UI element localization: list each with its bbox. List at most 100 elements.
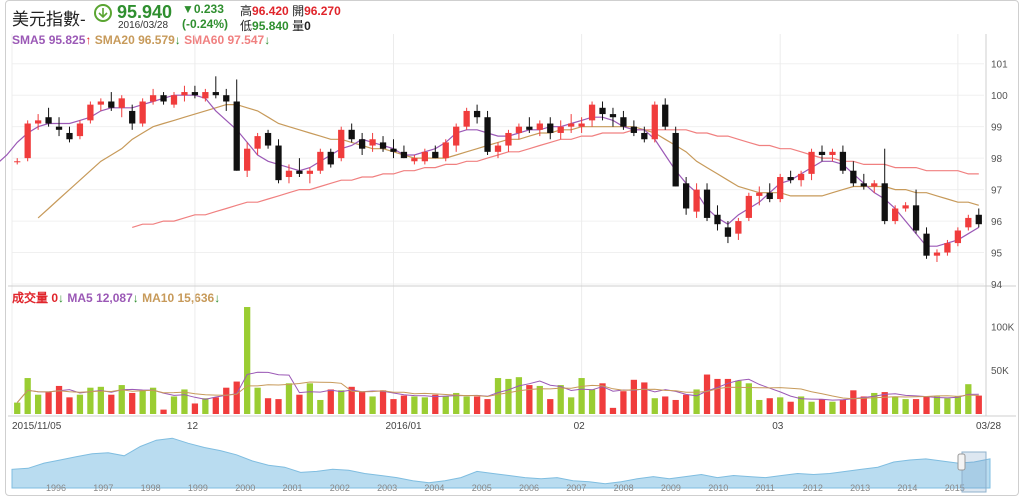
navigator-year-label: 2005 <box>472 483 492 493</box>
navigator-year-label: 2001 <box>283 483 303 493</box>
volume-bar <box>24 378 31 414</box>
candle-body <box>264 132 272 146</box>
candle <box>515 123 523 140</box>
candle <box>871 180 878 193</box>
volume-ma10-line <box>16 381 979 403</box>
navigator-year-label: 1999 <box>188 483 208 493</box>
price-tick-label: 98 <box>991 154 1003 165</box>
candle <box>149 88 157 105</box>
navigator-year-label: 2004 <box>424 483 444 493</box>
candle-body <box>777 177 784 200</box>
volume-bar <box>317 399 324 414</box>
sma20-arrow: ↓ <box>174 33 181 47</box>
navigator-year-label: 2003 <box>377 483 397 493</box>
candle <box>777 173 784 203</box>
candle-body <box>787 177 794 181</box>
volume-bar <box>108 394 115 414</box>
sma5-value: 95.825 <box>48 33 86 47</box>
vol-legend: 成交量 0↓ <box>12 291 64 305</box>
navigator-year-label: 2013 <box>850 483 870 493</box>
candle-body <box>923 233 930 256</box>
volume-bar <box>860 396 867 414</box>
candle <box>76 120 84 140</box>
navigator[interactable]: 1996 1997 1998 1999 2000 2001 2002 2003 2004 2005… <box>11 437 991 493</box>
price-tick-label: 95 <box>991 249 1003 260</box>
candle <box>797 170 805 187</box>
high-label: 高 <box>240 4 253 18</box>
volume-bar <box>808 401 815 414</box>
open-label: 開 <box>292 4 305 18</box>
price-tick-label: 100 <box>991 91 1008 102</box>
volume-bar <box>97 386 104 414</box>
volume-bar <box>327 389 334 414</box>
candle-body <box>400 151 408 159</box>
sma20-value: 96.579 <box>138 33 175 47</box>
last-price: 95.940 <box>117 2 173 22</box>
candle-body <box>202 92 209 99</box>
volume-bar <box>850 390 857 414</box>
candle-body <box>515 126 523 133</box>
volume-bar <box>693 389 700 414</box>
candle <box>808 148 815 181</box>
price-tick-label: 94 <box>991 280 1003 291</box>
volume-bar <box>662 396 669 414</box>
volume-bar <box>202 398 209 414</box>
candle <box>672 126 679 187</box>
ma10-arrow: ↓ <box>214 291 221 305</box>
candle-body <box>212 92 219 96</box>
candle <box>494 142 502 159</box>
navigator-year-label: 2011 <box>756 483 775 493</box>
volume-label: 量 <box>292 19 305 33</box>
candle <box>630 120 638 137</box>
candle-body <box>620 117 627 127</box>
volume-bar <box>390 399 397 414</box>
volume-legend: 成交量 0↓ MA5 12,087↓ MA10 15,636↓ <box>12 289 220 306</box>
volume-bar <box>14 402 21 414</box>
price-tick-label: 101 <box>991 60 1008 71</box>
candle <box>703 183 711 222</box>
volume-bar <box>254 387 261 414</box>
volume-bar <box>829 401 836 414</box>
candle <box>97 98 104 111</box>
candle <box>536 120 543 137</box>
candle-body <box>975 214 982 225</box>
candle <box>264 129 272 149</box>
volume-tick-label: 100K <box>991 322 1015 333</box>
candle-body <box>149 95 157 102</box>
low-vol-row: 低95.840 量0 <box>240 17 311 34</box>
candle <box>892 205 899 225</box>
volume-bar <box>703 374 711 414</box>
volume-bar <box>379 390 387 414</box>
candle-body <box>850 170 857 184</box>
volume-bar <box>34 394 42 414</box>
candle <box>244 142 251 178</box>
date-tick-label: 02 <box>574 421 586 432</box>
candle <box>682 177 690 215</box>
navigator-year-label: 2010 <box>708 483 728 493</box>
volume-bar <box>45 392 52 414</box>
candle <box>473 104 481 124</box>
candle <box>463 107 470 130</box>
volume-bar <box>965 384 972 414</box>
candle <box>296 158 303 178</box>
volume-bar <box>797 396 805 414</box>
high-value: 96.420 <box>252 4 289 18</box>
candle <box>358 132 366 155</box>
candle <box>66 126 73 143</box>
candle <box>87 101 94 124</box>
date-tick-label: 03/28 <box>976 421 1001 432</box>
date-axis: 2015/11/05 12 2016/01 02 03 03/28 <box>12 421 1001 432</box>
candle <box>756 186 763 206</box>
candle <box>432 145 439 159</box>
price-tick-label: 96 <box>991 217 1003 228</box>
sma60-line-group <box>132 129 979 228</box>
candle <box>766 183 773 203</box>
volume-bar <box>87 387 94 414</box>
volume-bar <box>714 378 721 414</box>
candle-body <box>14 161 21 163</box>
high-open-row: 高96.420 開96.270 <box>240 2 341 19</box>
candle-body <box>358 139 366 149</box>
navigator-area <box>11 437 991 489</box>
volume-bar <box>181 389 188 414</box>
